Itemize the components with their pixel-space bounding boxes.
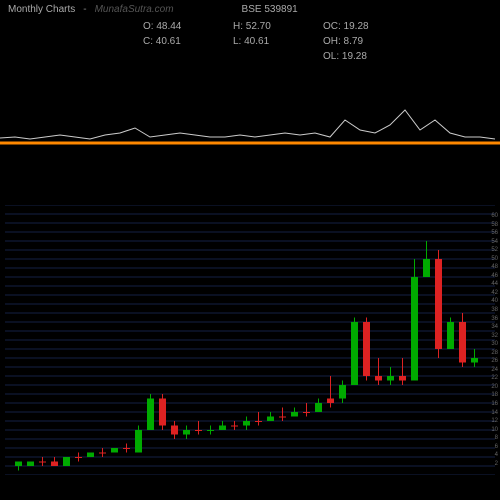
y-tick-label: 36 [491,316,498,322]
y-tick-label: 28 [491,350,498,356]
y-tick-label: 52 [491,247,498,253]
y-tick-label: 48 [491,264,498,270]
y-tick-label: 2 [491,461,498,467]
separator: - [83,4,86,15]
y-tick-label: 4 [491,452,498,458]
ohlc-row-2: C: 40.61 L: 40.61 OH: 8.79 [0,34,500,49]
y-tick-label: 6 [491,444,498,450]
lower-chart-container: 6058565452504846444240383634323028262422… [0,205,500,475]
y-tick-label: 26 [491,358,498,364]
y-tick-label: 10 [491,427,498,433]
y-tick-label: 20 [491,384,498,390]
y-tick-label: 58 [491,222,498,228]
y-tick-label: 40 [491,298,498,304]
y-tick-label: 16 [491,401,498,407]
upper-line-chart [0,65,500,150]
oc-value: OC: 19.28 [323,21,413,32]
low-value: L: 40.61 [233,36,323,47]
y-tick-label: 32 [491,333,498,339]
y-tick-label: 24 [491,367,498,373]
high-value: H: 52.70 [233,21,323,32]
y-tick-label: 12 [491,418,498,424]
y-tick-label: 60 [491,213,498,219]
y-tick-label: 14 [491,410,498,416]
y-tick-label: 42 [491,290,498,296]
lower-candlestick-chart [0,205,500,475]
y-tick-label: 46 [491,273,498,279]
y-tick-label: 38 [491,307,498,313]
y-tick-label: 56 [491,230,498,236]
y-tick-label: 34 [491,324,498,330]
close-value: C: 40.61 [143,36,233,47]
y-tick-label: 30 [491,341,498,347]
source-label: MunafaSutra.com [95,4,174,15]
y-tick-label: 18 [491,392,498,398]
y-axis-labels: 6058565452504846444240383634323028262422… [491,205,498,475]
chart-title: Monthly Charts [8,4,75,15]
ol-value: OL: 19.28 [323,51,413,62]
ohlc-row-3: OL: 19.28 [0,49,500,64]
ohlc-row-1: O: 48.44 H: 52.70 OC: 19.28 [0,19,500,34]
y-tick-label: 8 [491,435,498,441]
oh-value: OH: 8.79 [323,36,413,47]
symbol-label: BSE 539891 [242,4,298,15]
y-tick-label: 54 [491,239,498,245]
y-tick-label: 44 [491,281,498,287]
open-value: O: 48.44 [143,21,233,32]
y-tick-label: 22 [491,375,498,381]
y-tick-label: 50 [491,256,498,262]
chart-header: Monthly Charts - MunafaSutra.com BSE 539… [0,0,500,19]
